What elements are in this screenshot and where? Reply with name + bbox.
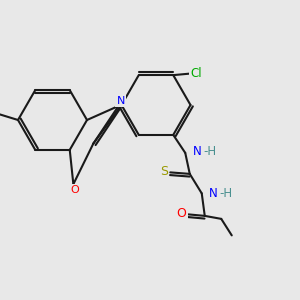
Text: -H: -H <box>203 145 216 158</box>
Text: N: N <box>193 145 202 158</box>
Text: O: O <box>70 185 79 195</box>
Text: N: N <box>117 96 125 106</box>
Text: O: O <box>177 207 187 220</box>
Text: S: S <box>160 165 168 178</box>
Text: -H: -H <box>220 188 233 200</box>
Text: N: N <box>209 188 218 200</box>
Text: Cl: Cl <box>190 67 202 80</box>
